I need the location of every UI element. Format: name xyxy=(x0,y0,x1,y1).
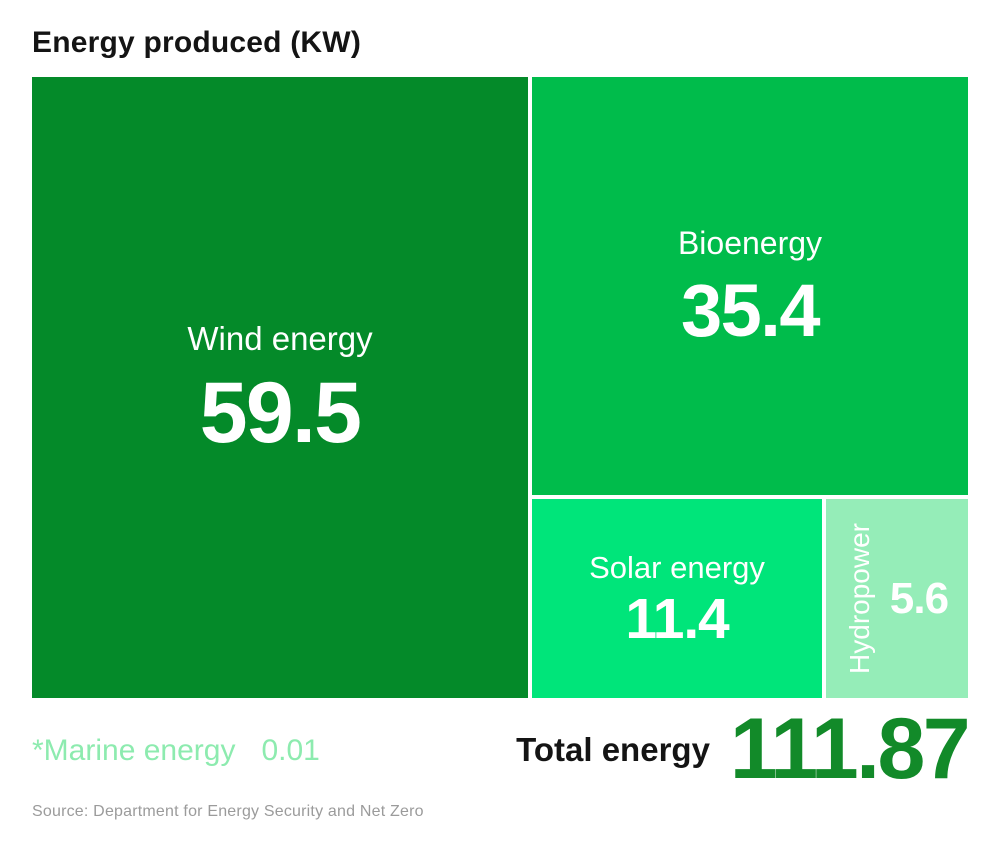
treemap-tile-bioenergy: Bioenergy 35.4 xyxy=(532,77,968,495)
marine-energy-footnote: *Marine energy 0.01 xyxy=(32,733,320,769)
total-energy-label: Total energy xyxy=(516,730,710,768)
total-energy: Total energy 111.87 xyxy=(516,701,971,797)
hydropower-value: 5.6 xyxy=(889,573,949,623)
solar-energy-value: 11.4 xyxy=(625,586,729,651)
treemap-tile-wind-energy: Wind energy 59.5 xyxy=(32,77,528,698)
bioenergy-value: 35.4 xyxy=(680,269,821,353)
treemap: Wind energy 59.5 Bioenergy 35.4 Solar en… xyxy=(32,77,968,698)
hydropower-label: Hydropower xyxy=(843,523,875,674)
marine-energy-label: *Marine energy xyxy=(32,734,236,767)
wind-energy-label: Wind energy xyxy=(187,319,373,357)
treemap-tile-hydropower: Hydropower 5.6 xyxy=(826,499,968,698)
wind-energy-value: 59.5 xyxy=(199,365,362,462)
marine-energy-value: 0.01 xyxy=(261,734,320,767)
source-attribution: Source: Department for Energy Security a… xyxy=(32,803,424,820)
solar-energy-label: Solar energy xyxy=(589,550,765,586)
chart-title: Energy produced (KW) xyxy=(32,26,362,59)
bioenergy-label: Bioenergy xyxy=(677,224,823,261)
treemap-tile-solar-energy: Solar energy 11.4 xyxy=(532,499,822,698)
total-energy-value: 111.87 xyxy=(729,701,971,797)
